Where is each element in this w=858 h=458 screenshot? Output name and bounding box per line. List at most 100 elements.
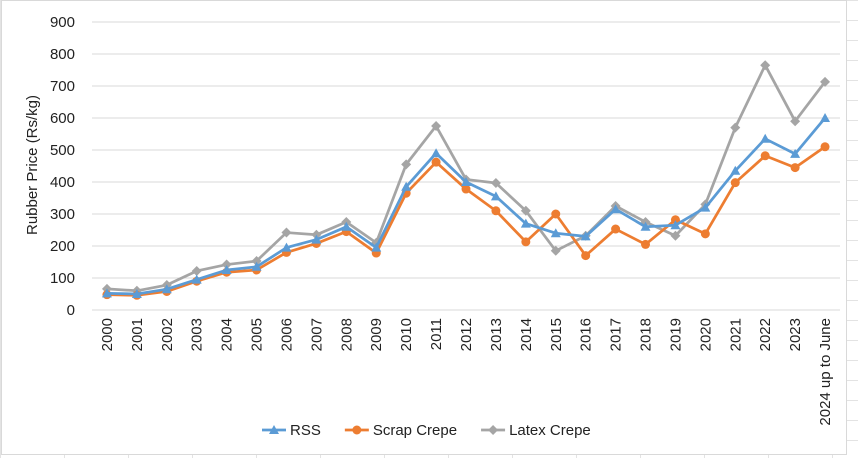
series-layer xyxy=(101,60,831,300)
y-axis-title: Rubber Price (Rs/kg) xyxy=(24,95,41,235)
data-point-latex-crepe xyxy=(251,256,262,267)
data-point-rss xyxy=(520,218,531,228)
data-point-scrap-crepe xyxy=(461,184,471,194)
y-tick-label: 900 xyxy=(50,14,75,31)
x-tick-label: 2019 xyxy=(667,318,684,351)
data-point-rss xyxy=(610,204,621,214)
x-tick-label: 2022 xyxy=(757,318,774,351)
x-tick-label: 2023 xyxy=(787,318,804,351)
data-point-scrap-crepe xyxy=(581,251,591,261)
x-tick-label: 2005 xyxy=(249,318,266,351)
data-point-scrap-crepe xyxy=(641,239,651,249)
data-point-latex-crepe xyxy=(520,205,531,216)
data-point-latex-crepe xyxy=(790,116,801,127)
legend-item-rss[interactable]: RSS xyxy=(262,422,321,439)
x-tick-label: 2015 xyxy=(548,318,565,351)
data-point-latex-crepe xyxy=(760,60,771,71)
x-tick-label: 2006 xyxy=(278,318,295,351)
data-point-rss xyxy=(101,288,112,298)
legend-label-scrap-crepe: Scrap Crepe xyxy=(373,422,457,439)
y-tick-label: 300 xyxy=(50,206,75,223)
data-point-rss xyxy=(550,228,561,238)
data-point-scrap-crepe xyxy=(551,209,561,219)
data-point-latex-crepe xyxy=(221,259,232,270)
data-point-scrap-crepe xyxy=(790,163,800,173)
y-tick-label: 700 xyxy=(50,78,75,95)
data-point-rss xyxy=(461,177,471,186)
data-point-rss xyxy=(401,181,412,191)
x-tick-label: 2000 xyxy=(99,318,116,351)
x-tick-label: 2024 up to June xyxy=(817,318,834,426)
y-tick-label: 200 xyxy=(50,238,75,255)
data-point-rss xyxy=(820,113,831,122)
data-point-rss xyxy=(730,165,741,175)
legend-marker-rss xyxy=(269,425,279,434)
x-tick-label: 2020 xyxy=(697,318,714,351)
data-point-rss xyxy=(311,234,322,244)
y-tick-label: 500 xyxy=(50,142,75,159)
data-point-rss xyxy=(251,261,262,271)
data-point-scrap-crepe xyxy=(760,151,770,161)
x-tick-label: 2016 xyxy=(578,318,595,351)
x-tick-label: 2011 xyxy=(428,318,445,350)
y-gridlines xyxy=(92,21,840,311)
legend-item-scrap-crepe[interactable]: Scrap Crepe xyxy=(344,422,457,439)
data-point-rss xyxy=(700,202,711,212)
data-point-rss xyxy=(580,231,591,241)
x-tick-label: 2010 xyxy=(398,318,415,351)
x-tick-label: 2021 xyxy=(727,318,744,351)
data-point-rss xyxy=(131,289,142,298)
data-point-latex-crepe xyxy=(401,159,412,170)
data-point-latex-crepe xyxy=(431,121,442,131)
y-tick-label: 600 xyxy=(50,110,75,127)
legend-marker-latex-crepe xyxy=(488,425,499,435)
data-point-rss xyxy=(341,221,352,231)
y-tick-label: 100 xyxy=(50,270,75,287)
legend-label-rss: RSS xyxy=(290,422,321,439)
x-tick-label: 2004 xyxy=(219,318,236,351)
x-tick-label: 2001 xyxy=(129,318,146,351)
legend-marker-scrap-crepe xyxy=(352,425,362,435)
data-point-rss xyxy=(640,221,651,231)
data-point-latex-crepe xyxy=(490,177,501,188)
x-tick-label: 2017 xyxy=(608,318,625,351)
data-point-rss xyxy=(490,191,501,201)
chart-area[interactable] xyxy=(1,0,847,455)
x-tick-label: 2008 xyxy=(338,318,355,351)
y-tick-label: 400 xyxy=(50,174,75,191)
data-point-scrap-crepe xyxy=(670,215,680,225)
data-point-rss xyxy=(161,284,172,294)
data-point-scrap-crepe xyxy=(730,178,740,188)
x-tick-label: 2014 xyxy=(518,318,535,351)
y-tick-label: 800 xyxy=(50,46,75,63)
legend-item-latex-crepe[interactable]: Latex Crepe xyxy=(481,422,591,439)
data-point-rss xyxy=(790,148,801,158)
x-tick-labels: 2000 2001 2002 2003 2004 2005 2006 2007 2008 2009… xyxy=(99,318,834,426)
data-point-rss xyxy=(371,242,382,252)
data-point-rss xyxy=(670,220,681,230)
data-point-scrap-crepe xyxy=(521,237,531,247)
data-point-rss xyxy=(191,274,202,284)
x-tick-label: 2018 xyxy=(638,318,655,351)
data-point-rss xyxy=(760,133,771,143)
data-point-rss xyxy=(431,148,442,158)
data-point-latex-crepe xyxy=(670,230,681,241)
data-point-latex-crepe xyxy=(820,76,831,87)
data-point-rss xyxy=(281,242,292,252)
data-point-scrap-crepe xyxy=(820,142,830,152)
data-point-latex-crepe xyxy=(281,227,292,238)
y-tick-label: 0 xyxy=(67,302,75,319)
data-point-rss xyxy=(221,265,232,274)
legend-label-latex-crepe: Latex Crepe xyxy=(509,422,591,439)
x-tick-label: 2003 xyxy=(189,318,206,351)
legend[interactable]: RSS Scrap Crepe Latex Crepe xyxy=(262,422,591,439)
data-point-scrap-crepe xyxy=(491,206,501,216)
x-tick-label: 2012 xyxy=(458,318,475,351)
data-point-scrap-crepe xyxy=(611,224,621,234)
x-tick-label: 2007 xyxy=(308,318,325,351)
data-point-scrap-crepe xyxy=(700,229,710,239)
x-tick-label: 2002 xyxy=(159,318,176,351)
data-point-latex-crepe xyxy=(730,122,741,133)
x-tick-label: 2009 xyxy=(368,318,385,351)
